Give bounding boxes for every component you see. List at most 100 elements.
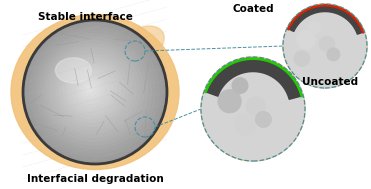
Ellipse shape	[283, 121, 288, 124]
Ellipse shape	[81, 74, 108, 99]
Ellipse shape	[281, 70, 287, 74]
Ellipse shape	[84, 86, 108, 97]
Ellipse shape	[50, 50, 71, 70]
Ellipse shape	[323, 25, 329, 28]
Ellipse shape	[66, 50, 86, 73]
Text: Uncoated: Uncoated	[302, 77, 358, 87]
Ellipse shape	[289, 103, 296, 108]
Ellipse shape	[240, 80, 246, 84]
Ellipse shape	[282, 33, 285, 35]
Circle shape	[23, 20, 167, 164]
Circle shape	[235, 114, 256, 135]
Ellipse shape	[202, 85, 208, 89]
Ellipse shape	[69, 47, 97, 77]
Ellipse shape	[228, 90, 234, 95]
Ellipse shape	[301, 33, 305, 36]
Circle shape	[201, 57, 305, 161]
Ellipse shape	[296, 155, 304, 160]
Circle shape	[283, 4, 367, 88]
Ellipse shape	[111, 52, 146, 70]
Ellipse shape	[344, 81, 349, 84]
Ellipse shape	[364, 36, 367, 38]
Ellipse shape	[55, 58, 91, 83]
Ellipse shape	[284, 24, 290, 28]
Ellipse shape	[201, 139, 206, 142]
Ellipse shape	[129, 74, 157, 99]
Ellipse shape	[236, 95, 243, 100]
Circle shape	[69, 68, 112, 111]
Ellipse shape	[124, 48, 145, 70]
Circle shape	[66, 64, 116, 115]
Ellipse shape	[289, 61, 294, 64]
Ellipse shape	[241, 133, 249, 138]
Ellipse shape	[307, 33, 313, 37]
Circle shape	[246, 97, 265, 116]
Circle shape	[73, 71, 109, 107]
Polygon shape	[288, 5, 363, 34]
Circle shape	[294, 51, 309, 66]
Ellipse shape	[103, 83, 127, 108]
Ellipse shape	[283, 79, 290, 84]
Ellipse shape	[123, 26, 164, 60]
Circle shape	[83, 82, 97, 96]
Text: Stable interface: Stable interface	[37, 12, 132, 22]
Circle shape	[63, 61, 120, 119]
Circle shape	[297, 30, 315, 49]
Ellipse shape	[342, 38, 349, 43]
Circle shape	[218, 90, 241, 113]
Ellipse shape	[87, 93, 115, 136]
Circle shape	[319, 36, 335, 51]
Ellipse shape	[206, 63, 209, 65]
Ellipse shape	[139, 95, 152, 125]
Circle shape	[46, 44, 140, 138]
Ellipse shape	[95, 101, 128, 136]
Circle shape	[30, 27, 159, 156]
Circle shape	[26, 23, 163, 160]
Ellipse shape	[83, 39, 135, 58]
Ellipse shape	[360, 43, 366, 47]
Ellipse shape	[353, 22, 356, 24]
Ellipse shape	[217, 132, 223, 136]
Ellipse shape	[110, 103, 161, 135]
Ellipse shape	[33, 43, 66, 73]
Circle shape	[310, 50, 327, 67]
Ellipse shape	[292, 52, 296, 54]
Ellipse shape	[284, 95, 289, 99]
Ellipse shape	[219, 113, 224, 116]
Ellipse shape	[258, 82, 267, 88]
Circle shape	[215, 115, 234, 134]
Ellipse shape	[106, 42, 130, 73]
Ellipse shape	[315, 22, 318, 24]
Ellipse shape	[209, 84, 218, 90]
Ellipse shape	[282, 129, 289, 133]
Circle shape	[43, 40, 144, 141]
Ellipse shape	[286, 56, 295, 62]
Ellipse shape	[231, 87, 235, 90]
Circle shape	[59, 58, 124, 122]
Polygon shape	[206, 59, 302, 99]
Ellipse shape	[298, 63, 301, 65]
Ellipse shape	[102, 129, 133, 155]
Circle shape	[308, 21, 321, 33]
Ellipse shape	[362, 63, 365, 66]
Circle shape	[40, 37, 148, 145]
Ellipse shape	[101, 64, 131, 93]
Ellipse shape	[116, 89, 150, 116]
Ellipse shape	[288, 151, 291, 153]
Circle shape	[53, 51, 132, 130]
Ellipse shape	[324, 3, 327, 6]
Ellipse shape	[339, 75, 342, 77]
Circle shape	[33, 30, 155, 153]
Ellipse shape	[341, 53, 345, 55]
Text: Interfacial degradation: Interfacial degradation	[27, 174, 163, 184]
Ellipse shape	[11, 15, 179, 170]
Ellipse shape	[352, 52, 356, 54]
Circle shape	[49, 47, 136, 134]
Circle shape	[36, 34, 151, 149]
Polygon shape	[200, 60, 306, 162]
Circle shape	[56, 54, 128, 126]
Ellipse shape	[249, 150, 257, 155]
Ellipse shape	[284, 9, 289, 12]
Ellipse shape	[311, 28, 315, 31]
Ellipse shape	[243, 70, 247, 73]
